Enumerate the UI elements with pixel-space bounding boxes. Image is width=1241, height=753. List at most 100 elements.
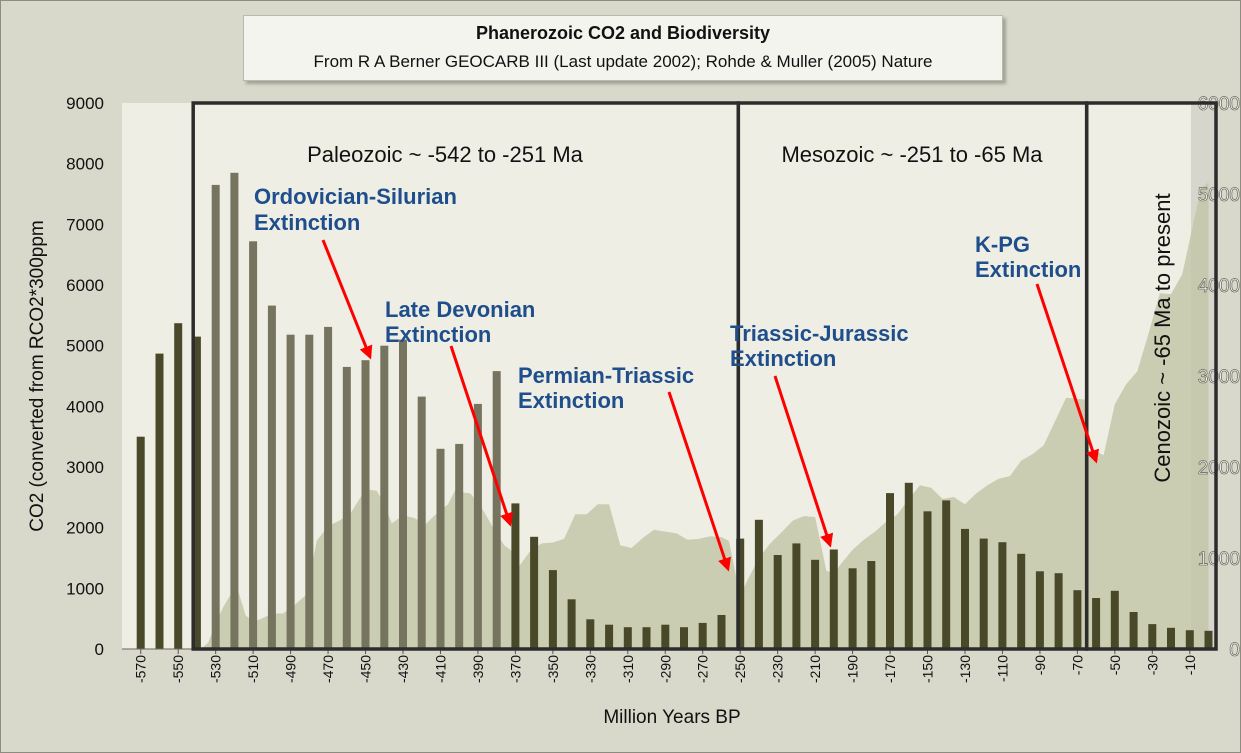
y-tick-label: 3000 <box>66 458 104 477</box>
y-tick-label: 6000 <box>66 276 104 295</box>
co2-bar <box>399 339 407 649</box>
co2-bar <box>923 511 932 649</box>
x-tick-label: -10 <box>1182 655 1198 675</box>
y-tick-label: 1000 <box>66 579 104 598</box>
triassic-arrow <box>773 375 834 548</box>
co2-bar <box>792 543 801 649</box>
x-tick-label: -350 <box>545 655 561 683</box>
biodiversity-area <box>200 182 1209 649</box>
co2-bar <box>605 624 614 649</box>
y-axis-label: CO2 (converted from RCO2*300ppm <box>27 220 48 532</box>
co2-bar <box>1092 598 1101 649</box>
co2-bar <box>567 599 576 649</box>
paleozoic-label: Paleozoic ~ -542 to -251 Ma <box>307 142 584 167</box>
x-tick-label: -470 <box>320 655 336 683</box>
co2-bar <box>1148 624 1157 649</box>
cenozoic-label: Cenozoic ~ -65 Ma to present <box>1150 193 1175 482</box>
y-tick-label: 9000 <box>66 94 104 113</box>
co2-bar <box>867 561 876 649</box>
co2-bar <box>1073 590 1082 649</box>
permian-arrow <box>667 391 731 572</box>
co2-bar <box>717 615 726 649</box>
co2-bar <box>1167 627 1175 649</box>
co2-bar <box>1035 571 1044 649</box>
y-tick-label: 4000 <box>66 397 104 416</box>
co2-bar <box>1204 630 1213 649</box>
x-tick-label: -310 <box>620 655 636 683</box>
mesozoic-label: Mesozoic ~ -251 to -65 Ma <box>781 142 1043 167</box>
co2-bar <box>286 334 295 649</box>
chart-subtitle: From R A Berner GEOCARB III (Last update… <box>313 52 933 71</box>
chart-title: Phanerozoic CO2 and Biodiversity <box>475 23 771 43</box>
x-tick-label: -270 <box>695 655 711 683</box>
co2-bar <box>211 184 220 649</box>
x-tick-label: -250 <box>732 655 748 683</box>
co2-bar <box>1017 553 1026 649</box>
x-tick-label: -570 <box>133 655 149 683</box>
co2-bar <box>455 443 464 649</box>
co2-bar <box>642 627 651 649</box>
kpg-arrow <box>1035 283 1099 464</box>
co2-bar <box>492 371 501 649</box>
co2-bar <box>324 326 333 649</box>
x-tick-label: -90 <box>1032 655 1048 675</box>
co2-bar <box>886 493 894 649</box>
devonian-arrow <box>449 345 514 527</box>
co2-bar <box>811 559 820 649</box>
x-tick-label: -50 <box>1107 655 1123 675</box>
ordovician-extinction-label-1: Ordovician-Silurian <box>254 184 457 209</box>
y2-tick-label: 0 <box>1229 640 1240 661</box>
co2-bar <box>754 519 763 649</box>
x-tick-label: -550 <box>170 655 186 683</box>
x-tick-label: -110 <box>994 655 1010 682</box>
devonian-extinction-label-1: Late Devonian <box>385 297 535 322</box>
ordovician-arrow <box>321 239 373 360</box>
co2-bar <box>136 436 145 649</box>
co2-bar <box>698 622 707 649</box>
co2-bar <box>473 403 482 649</box>
co2-bar <box>174 323 183 649</box>
ordovician-extinction-label-2: Extinction <box>254 210 360 235</box>
co2-bar <box>736 538 745 649</box>
co2-bar <box>1129 612 1138 649</box>
co2-bar <box>417 396 426 649</box>
y2-tick-label: 5000 <box>1198 185 1240 206</box>
co2-bar <box>1054 573 1063 649</box>
cenozoic-box <box>1084 101 1218 651</box>
y-tick-label: 8000 <box>66 155 104 174</box>
y-tick-label: 0 <box>95 640 104 659</box>
co2-bar <box>680 627 688 649</box>
kpg-extinction-label-1: K-PG <box>975 232 1030 257</box>
kpg-extinction-label-2: Extinction <box>975 257 1081 282</box>
x-tick-label: -330 <box>582 655 598 683</box>
title-box: Phanerozoic CO2 and Biodiversity From R … <box>243 15 1003 81</box>
co2-bar <box>436 448 445 649</box>
y2-tick-label: 2000 <box>1198 458 1240 479</box>
co2-bar <box>961 528 969 649</box>
y-tick-label: 5000 <box>66 337 104 356</box>
co2-bar <box>249 241 258 650</box>
co2-bar <box>530 536 539 649</box>
co2-bar <box>192 336 201 649</box>
permian-extinction-label-2: Extinction <box>518 388 624 413</box>
co2-bar <box>361 360 370 649</box>
co2-bar <box>305 334 314 649</box>
co2-bar <box>380 345 389 649</box>
co2-bar <box>829 549 838 649</box>
co2-bar <box>548 570 557 649</box>
x-tick-label: -430 <box>395 655 411 683</box>
x-tick-label: -150 <box>920 655 936 683</box>
co2-bar <box>586 619 595 649</box>
x-tick-label: -170 <box>882 655 898 683</box>
co2-bar <box>979 538 988 649</box>
co2-bar <box>155 353 164 649</box>
x-tick-label: -530 <box>208 655 224 683</box>
co2-bar <box>1185 630 1194 649</box>
y2-tick-label: 6000 <box>1198 94 1240 115</box>
x-axis-label: Million Years BP <box>603 707 740 728</box>
co2-bar <box>848 568 857 649</box>
x-tick-label: -510 <box>245 655 261 683</box>
triassic-extinction-label-2: Extinction <box>730 346 836 371</box>
x-tick-label: -190 <box>845 655 861 683</box>
